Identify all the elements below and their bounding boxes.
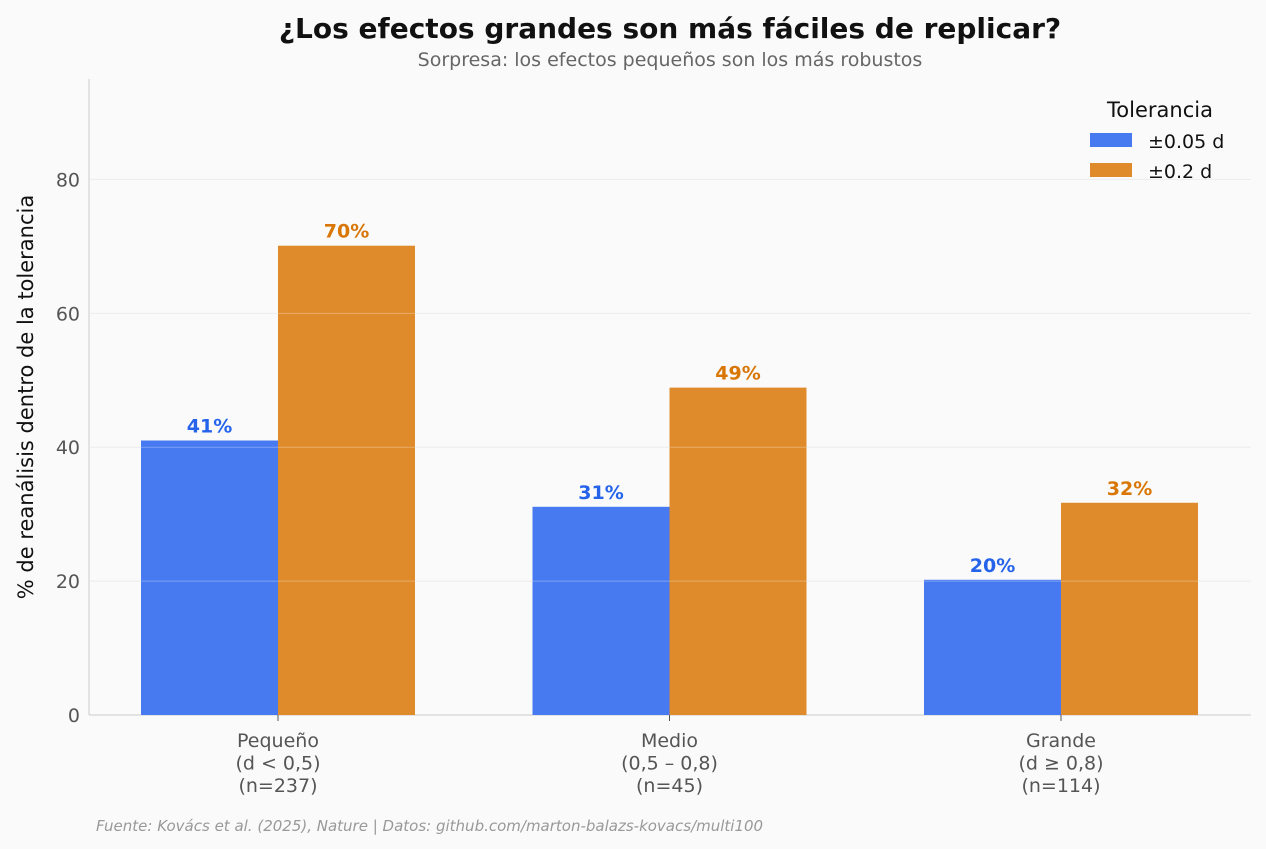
x-tick-label: Medio bbox=[641, 730, 698, 752]
data-label: 70% bbox=[324, 221, 369, 243]
x-tick-label: (0,5 – 0,8) bbox=[621, 753, 718, 775]
x-tick-label: (d ≥ 0,8) bbox=[1018, 753, 1103, 775]
bar-tol-02 bbox=[669, 387, 807, 715]
data-label: 32% bbox=[1107, 478, 1152, 500]
y-tick-label: 20 bbox=[56, 571, 80, 593]
x-tick-label: Grande bbox=[1026, 730, 1096, 752]
chart-title: ¿Los efectos grandes son más fáciles de … bbox=[278, 12, 1062, 45]
legend-label: ±0.05 d bbox=[1148, 131, 1224, 153]
data-label: 41% bbox=[187, 416, 232, 438]
legend-label: ±0.2 d bbox=[1148, 161, 1212, 183]
y-tick-label: 80 bbox=[56, 169, 80, 191]
x-tick-label: (n=237) bbox=[238, 775, 317, 797]
y-tick-label: 40 bbox=[56, 437, 80, 459]
bar-tol-005 bbox=[141, 440, 278, 715]
data-label: 49% bbox=[715, 363, 760, 385]
x-tick-label: (d < 0,5) bbox=[235, 753, 320, 775]
data-label: 31% bbox=[578, 482, 623, 504]
source-footer: Fuente: Kovács et al. (2025), Nature | D… bbox=[96, 817, 764, 835]
legend-swatch bbox=[1090, 133, 1132, 147]
x-tick-label: (n=45) bbox=[636, 775, 703, 797]
legend-swatch bbox=[1090, 163, 1132, 177]
y-tick-label: 0 bbox=[68, 705, 80, 727]
y-tick-label: 60 bbox=[56, 303, 80, 325]
bar-tol-02 bbox=[278, 245, 415, 715]
chart-subtitle: Sorpresa: los efectos pequeños son los m… bbox=[417, 49, 923, 71]
bar-tol-005 bbox=[532, 506, 670, 715]
x-tick-label: (n=114) bbox=[1021, 775, 1100, 797]
data-label: 20% bbox=[970, 555, 1015, 577]
y-axis-label: % de reanálisis dentro de la tolerancia bbox=[14, 195, 38, 599]
legend-title: Tolerancia bbox=[1106, 98, 1213, 122]
bar-tol-005 bbox=[924, 579, 1061, 715]
x-tick-label: Pequeño bbox=[237, 730, 319, 752]
bar-tol-02 bbox=[1061, 502, 1198, 715]
